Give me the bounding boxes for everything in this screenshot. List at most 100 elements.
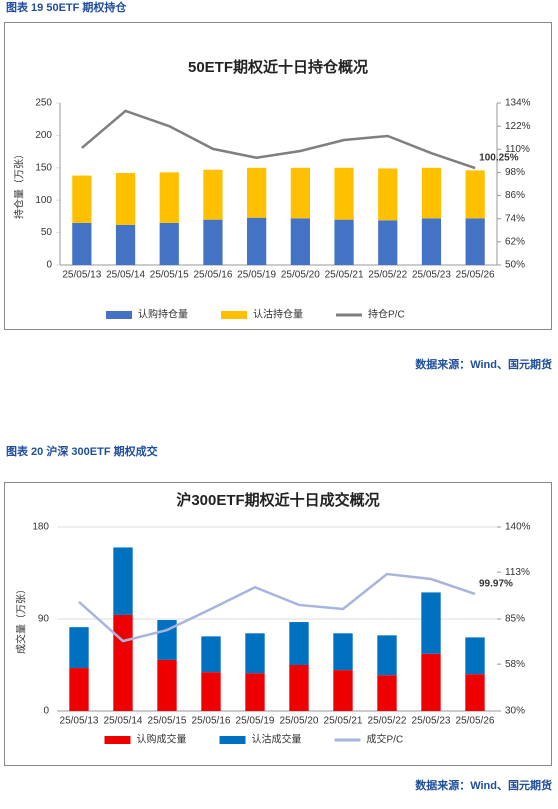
bar-segment (247, 167, 267, 218)
legend-label: 认沽持仓量 (253, 308, 303, 321)
x-tick-label: 25/05/13 (60, 716, 99, 727)
y2-tick-label: 110% (505, 144, 530, 155)
bar-segment (289, 665, 309, 711)
legend-label: 认购持仓量 (138, 308, 188, 321)
x-tick-label: 25/05/22 (368, 716, 407, 727)
bar-segment (157, 659, 177, 711)
bar-segment (334, 167, 354, 220)
bar-segment (159, 222, 179, 265)
x-tick-label: 25/05/16 (193, 270, 232, 281)
y-tick-label: 150 (35, 162, 52, 173)
x-tick-label: 25/05/22 (368, 270, 407, 281)
bar-segment (72, 175, 92, 223)
y2-tick-label: 98% (505, 167, 525, 178)
bar-segment (333, 633, 353, 671)
legend-swatch (221, 311, 247, 319)
bar-segment (465, 170, 485, 219)
y-axis-label: 持仓量（万张） (13, 149, 26, 219)
chart-frame (4, 22, 552, 330)
y2-tick-label: 50% (505, 260, 525, 271)
bar-segment (333, 670, 353, 711)
bar-segment (247, 217, 267, 265)
bar-segment (377, 635, 397, 676)
source-note: 数据来源：Wind、国元期货 (415, 778, 552, 792)
y-tick-label: 90 (38, 614, 50, 625)
chart-title: 沪300ETF期权近十日成交概况 (176, 491, 379, 509)
y-tick-label: 50 (41, 227, 53, 238)
bar-segment (159, 172, 179, 223)
legend-label: 认沽成交量 (252, 733, 302, 746)
bar-segment (72, 222, 92, 265)
x-tick-label: 25/05/21 (324, 716, 363, 727)
bar-segment (203, 219, 223, 265)
y-tick-label: 180 (32, 522, 49, 533)
bar-segment (201, 636, 221, 673)
x-tick-label: 25/05/20 (280, 716, 319, 727)
figure-caption: 图表 19 50ETF 期权持仓 (6, 0, 127, 14)
y-tick-label: 0 (43, 706, 49, 717)
bar-segment (421, 218, 442, 265)
bar-segment (465, 674, 485, 711)
x-tick-label: 25/05/21 (325, 270, 364, 281)
bar-segment (115, 172, 136, 225)
y-tick-label: 100 (35, 195, 52, 206)
x-tick-label: 25/05/20 (281, 270, 320, 281)
bar-segment (378, 168, 398, 221)
line-series (78, 572, 476, 643)
legend-label: 持仓P/C (368, 308, 405, 321)
x-tick-label: 25/05/23 (412, 716, 451, 727)
y2-tick-label: 134% (505, 98, 531, 109)
data-label: 100.25% (479, 153, 519, 164)
bar-segment (378, 220, 398, 265)
y2-tick-label: 113% (505, 567, 530, 578)
y-tick-label: 200 (35, 130, 52, 141)
y2-tick-label: 122% (505, 121, 531, 132)
bar-segment (465, 637, 485, 675)
x-tick-label: 25/05/19 (237, 270, 276, 281)
x-tick-label: 25/05/15 (148, 716, 187, 727)
bar-segment (245, 673, 265, 711)
bar-segment (203, 169, 223, 220)
bar-segment (334, 219, 354, 265)
bar-segment (115, 224, 136, 265)
bar-segment (289, 622, 309, 665)
bar-segment (113, 614, 133, 711)
line-series (81, 109, 476, 170)
x-tick-label: 25/05/23 (412, 270, 451, 281)
figure-caption: 图表 20 沪深 300ETF 期权成交 (6, 444, 158, 458)
data-label: 99.97% (479, 579, 513, 590)
bar-segment (421, 592, 441, 654)
y2-tick-label: 62% (505, 236, 525, 247)
y2-tick-label: 58% (505, 659, 525, 670)
x-tick-label: 25/05/13 (62, 270, 101, 281)
x-tick-label: 25/05/16 (192, 716, 231, 727)
x-tick-label: 25/05/14 (106, 270, 145, 281)
y2-tick-label: 74% (505, 213, 525, 224)
legend-label: 认购成交量 (137, 733, 187, 746)
y2-tick-label: 86% (505, 190, 525, 201)
x-tick-label: 25/05/19 (236, 716, 275, 727)
y2-tick-label: 30% (505, 706, 525, 717)
x-tick-label: 25/05/26 (456, 716, 495, 727)
x-tick-label: 25/05/14 (104, 716, 143, 727)
bar-segment (421, 653, 441, 711)
y2-tick-label: 140% (505, 522, 531, 533)
bar-segment (113, 547, 133, 615)
y-tick-label: 250 (35, 98, 52, 109)
bar-segment (421, 167, 442, 219)
bar-segment (245, 633, 265, 674)
y2-tick-label: 85% (505, 614, 525, 625)
y-axis-label: 成交量（万张） (15, 584, 28, 654)
bar-segment (290, 218, 310, 265)
bar-segment (69, 668, 89, 711)
legend-swatch (106, 311, 132, 319)
chart-frame (4, 482, 552, 766)
bar-segment (290, 167, 310, 219)
legend-label: 成交P/C (367, 733, 404, 746)
legend-swatch (104, 736, 131, 744)
x-tick-label: 25/05/15 (150, 270, 189, 281)
chart-title: 50ETF期权近十日持仓概况 (188, 58, 368, 76)
x-tick-label: 25/05/26 (456, 270, 495, 281)
y-tick-label: 0 (46, 260, 52, 271)
